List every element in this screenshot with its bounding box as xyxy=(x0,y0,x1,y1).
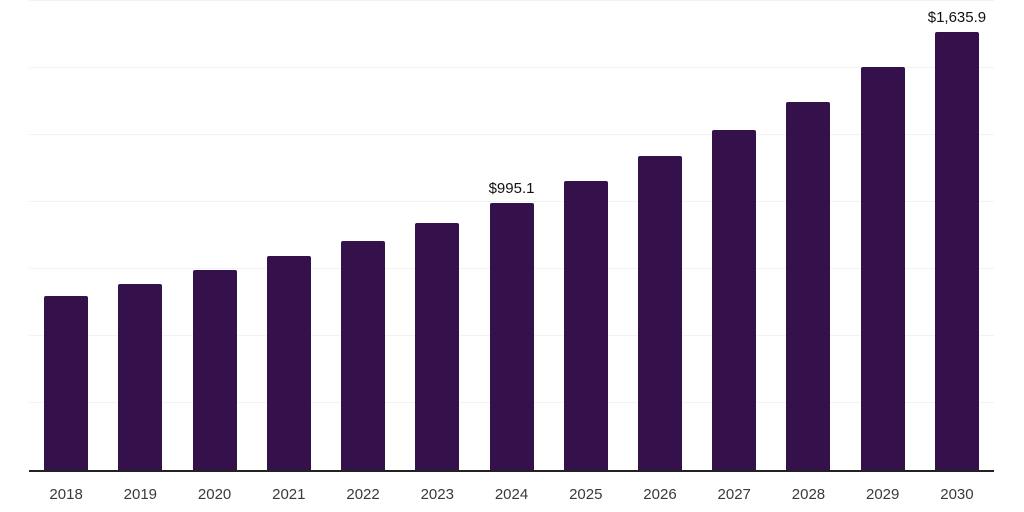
x-tick-label-2024: 2024 xyxy=(494,486,529,503)
bar-2025 xyxy=(563,180,608,470)
bar-slot-2024: $995.1 xyxy=(474,0,548,470)
bar-2021 xyxy=(266,256,311,470)
bar-slot-2027 xyxy=(697,0,771,470)
x-tick-label-2029: 2029 xyxy=(866,486,900,503)
x-tick-label-2028: 2028 xyxy=(791,486,826,503)
bar-2018 xyxy=(44,296,89,470)
bar-2024: $995.1 xyxy=(489,181,534,470)
gridline-1500 xyxy=(29,67,994,68)
bars-container: $995.1 $1,635.9 xyxy=(29,0,994,470)
x-axis-tick-labels: 2018 2019 2020 2021 2022 2023 2024 2025 2026 2027… xyxy=(29,486,994,503)
bar-2019 xyxy=(118,284,163,470)
x-tick-label-2019: 2019 xyxy=(123,486,158,503)
bar-slot-2026 xyxy=(623,0,697,470)
plot-area: $995.1 $1,635.9 xyxy=(29,0,994,472)
data-label-2024: $995.1 xyxy=(488,180,535,198)
gridline-1750 xyxy=(29,0,994,1)
bar-slot-2025 xyxy=(549,0,623,470)
bar-slot-2018 xyxy=(29,0,103,470)
x-tick-label-2018: 2018 xyxy=(49,486,83,503)
x-tick-label-2027: 2027 xyxy=(717,486,751,503)
x-axis-line xyxy=(29,470,994,472)
bar-2026 xyxy=(637,156,682,470)
bar-2020 xyxy=(192,270,237,470)
gridline-1250 xyxy=(29,134,994,135)
bar-2029 xyxy=(860,66,905,470)
x-tick-label-2020: 2020 xyxy=(197,486,232,503)
bar-slot-2020 xyxy=(177,0,251,470)
bar-2027 xyxy=(712,130,757,470)
bar-slot-2022 xyxy=(326,0,400,470)
bar-slot-2023 xyxy=(400,0,474,470)
x-tick-label-2021: 2021 xyxy=(272,486,306,503)
bar-slot-2019 xyxy=(103,0,177,470)
bar-2028 xyxy=(786,101,831,470)
bar-2023 xyxy=(415,223,460,470)
bar-slot-2030: $1,635.9 xyxy=(920,0,994,470)
bar-slot-2028 xyxy=(771,0,845,470)
x-tick-label-2025: 2025 xyxy=(569,486,603,503)
bar-slot-2029 xyxy=(846,0,920,470)
x-tick-label-2026: 2026 xyxy=(643,486,677,503)
bar-slot-2021 xyxy=(252,0,326,470)
x-tick-label-2022: 2022 xyxy=(346,486,380,503)
data-label-2030: $1,635.9 xyxy=(927,8,987,26)
bar-2022 xyxy=(341,240,386,470)
gridline-1000 xyxy=(29,201,994,202)
x-tick-label-2030: 2030 xyxy=(940,486,974,503)
bar-2030: $1,635.9 xyxy=(928,10,986,470)
x-tick-label-2023: 2023 xyxy=(420,486,454,503)
